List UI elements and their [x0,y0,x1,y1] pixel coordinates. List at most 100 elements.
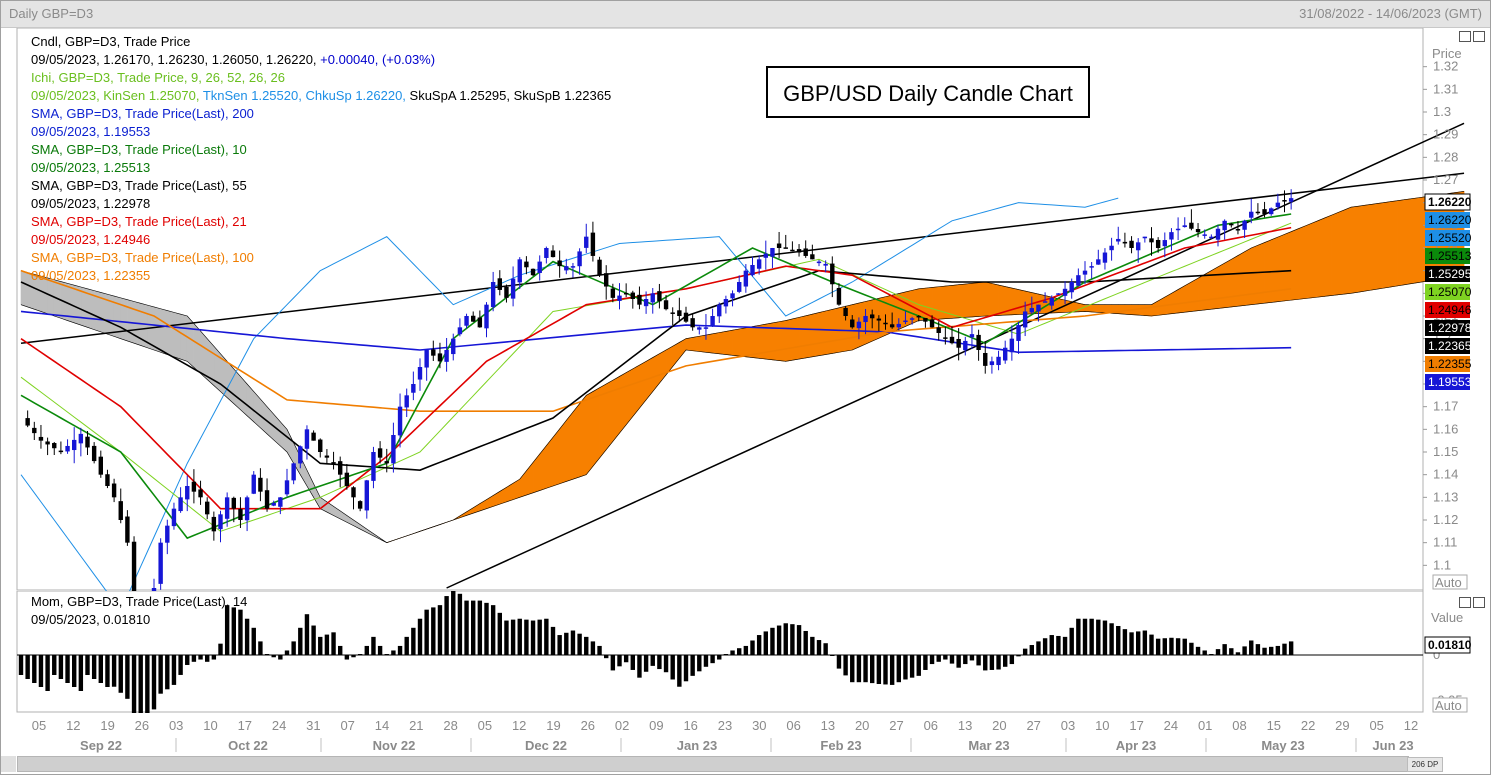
momentum-bar [577,633,582,655]
candle-body [756,259,762,269]
momentum-auto-button[interactable] [1432,697,1468,713]
candle-body [870,314,875,319]
momentum-bar [78,655,84,691]
price-chart[interactable]: 1.321.311.31.291.281.271.261.251.241.231… [1,28,1490,591]
momentum-bar [111,655,117,687]
momentum-bar [650,655,655,666]
momentum-bar [697,655,702,672]
ichimoku-cloud-segment [612,375,620,443]
price-tag-bg [1425,374,1470,390]
sma-200-line [20,310,1292,354]
month-label: Nov 22 [373,738,416,753]
price-tag: 1.26220 [1424,193,1472,211]
momentum-bar [1155,638,1161,655]
price-tag-label: 1.25070 [1428,285,1472,299]
candle-body [836,287,842,305]
price-tag-label: 1.19553 [1428,375,1472,389]
momentum-bar [643,655,649,672]
candle-body [1036,304,1041,312]
momentum-bar [151,655,157,710]
momentum-bar [504,620,509,655]
ichimoku-cloud-segment [792,316,800,361]
candle-body [677,310,682,316]
candle-body [983,352,988,366]
candle-body [1122,241,1128,244]
candle-body [1255,211,1261,214]
candle-body [670,312,675,314]
ichimoku-cloud-segment [964,283,973,318]
candle-body [165,525,170,543]
momentum-bar [105,655,110,687]
ichimoku-cloud-segment [1237,251,1245,307]
candle-body [889,324,895,328]
momentum-bar [843,655,848,676]
ichimoku-cloud-segment [559,419,567,485]
price-tag-label: 1.22355 [1428,357,1472,371]
price-tag-bg [1425,338,1470,354]
auto-scale-button[interactable] [1432,574,1468,590]
candle-body [923,317,928,322]
ichimoku-cloud-segment [200,330,208,381]
candle-body [537,261,542,274]
price-tag-bg [1425,320,1470,336]
ichimoku-cloud-segment [1117,304,1126,315]
ichimoku-cloud-segment [1211,266,1219,310]
price-tag: 1.19553 [1425,374,1472,390]
momentum-bar [1235,652,1241,655]
momentum-bar [457,593,463,655]
ichimoku-cloud-segment [1350,205,1358,294]
candle-body [710,316,715,327]
price-tag: 1.25513 [1425,248,1472,264]
momentum-bar [1275,645,1281,655]
momentum-bar [663,655,669,673]
momentum-bar [497,612,502,655]
restore-pane-icon[interactable] [1459,31,1471,42]
momentum-bar [1122,629,1128,655]
candle-body [125,516,130,543]
momentum-bar [763,631,768,655]
momentum-bar [98,655,103,683]
candle-body [1235,229,1241,231]
ichimoku-cloud-segment [1244,247,1252,306]
momentum-bar [983,655,988,671]
day-tick-label: 29 [1335,718,1349,733]
momentum-bar [271,655,276,658]
momentum-bar [417,618,423,655]
candle-body [650,293,655,303]
day-tick-label: 26 [581,718,595,733]
momentum-bar [25,655,30,679]
candle-body [989,361,995,366]
candle-body [251,474,256,494]
candle-body [550,250,556,258]
momentum-legend-line-2: 09/05/2023, 0.01810 [31,612,151,627]
momentum-bar [178,655,183,675]
candle-body [1189,222,1194,229]
candle-body [484,304,489,329]
price-tick-label: 1.15 [1433,444,1458,459]
candle-body [1129,240,1134,248]
momentum-bar [903,655,908,680]
price-tick-label: 1.1 [1433,557,1451,572]
restore-momentum-pane-icon[interactable] [1459,597,1471,608]
price-tag: 1.25520 [1425,230,1472,246]
momentum-bar [1036,641,1041,655]
candle-body [1056,293,1061,295]
candle-body [52,443,57,449]
horizontal-scrollbar[interactable] [17,756,1409,772]
ichimoku-cloud-segment [1417,196,1425,284]
candle-body [205,501,210,515]
scroll-left-button[interactable] [1,756,16,772]
chart-title-box[interactable]: GBP/USD Daily Candle Chart [766,66,1090,118]
candle-body [949,336,955,344]
date-range-label: 31/08/2022 - 14/06/2023 (GMT) [1299,6,1482,21]
momentum-bar [1269,646,1274,655]
close-momentum-pane-icon[interactable] [1473,597,1485,608]
candle-body [763,253,768,258]
month-label: Sep 22 [80,738,122,753]
momentum-bar [989,655,995,670]
momentum-bar [338,645,343,655]
momentum-bar [1029,645,1034,655]
momentum-tag-bg [1424,636,1471,654]
close-pane-icon[interactable] [1473,31,1485,42]
